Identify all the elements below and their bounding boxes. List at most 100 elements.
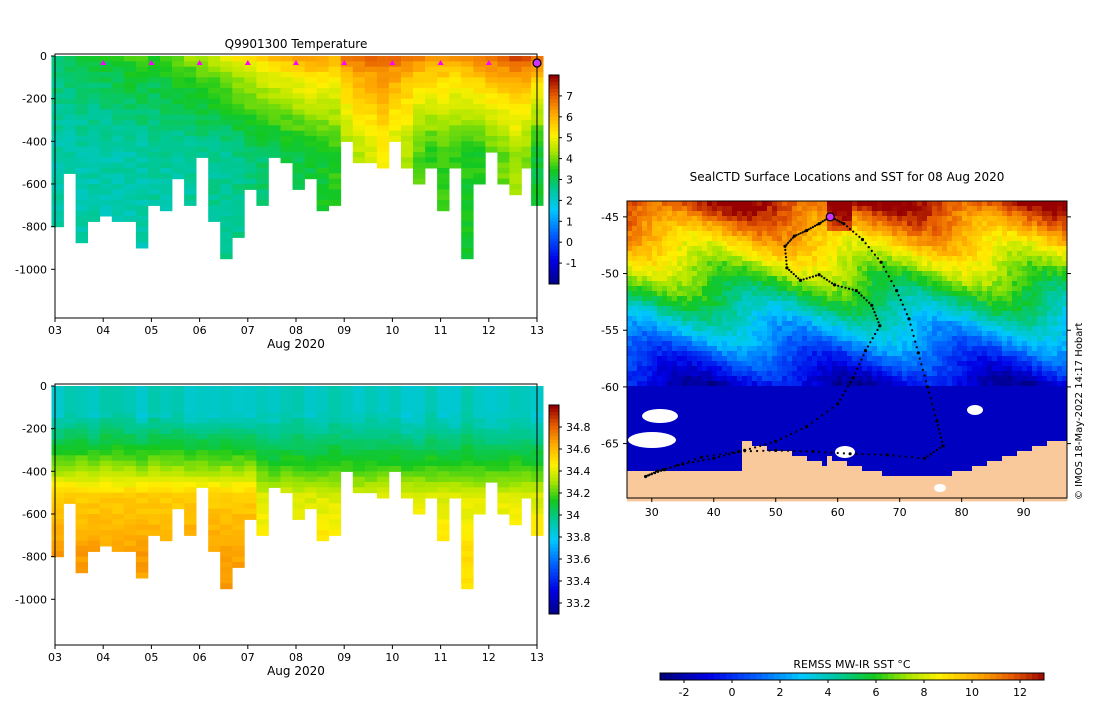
sal-cell (184, 450, 196, 456)
sst-cell (792, 486, 797, 491)
sst-cell (782, 281, 787, 286)
sst-cell (637, 411, 642, 416)
temp-cell (76, 131, 88, 137)
temp-cell (437, 141, 449, 147)
temp-cell (112, 67, 124, 73)
sal-cell (437, 514, 449, 520)
sst-cell (742, 211, 747, 216)
temp-cell (208, 211, 220, 217)
sst-cell (707, 256, 712, 261)
sal-cell (88, 402, 100, 408)
temp-cell (172, 136, 184, 142)
latest-profile-marker (533, 59, 541, 67)
sal-cell (160, 418, 172, 424)
sal-cell (100, 466, 112, 472)
temp-cell (208, 131, 220, 137)
sst-cell (677, 481, 682, 486)
sal-cell (437, 397, 449, 403)
temp-cell (220, 72, 232, 78)
sst-cell (767, 246, 772, 251)
temp-cell (401, 109, 413, 115)
sst-cell (752, 441, 757, 446)
temp-cell (437, 168, 449, 174)
sst-cell (762, 366, 767, 371)
temp-cell (401, 125, 413, 131)
temp-cell (473, 152, 485, 158)
sst-cell (787, 341, 792, 346)
sst-cell (692, 396, 697, 401)
sst-cell (777, 231, 782, 236)
sal-cell (244, 402, 256, 408)
sst-cell (667, 401, 672, 406)
sal-cell (160, 477, 172, 483)
sal-cell (244, 429, 256, 435)
sal-cell (461, 503, 473, 509)
temp-cell (401, 93, 413, 99)
sst-cell (737, 336, 742, 341)
sst-cell (827, 446, 832, 451)
temp-cell (88, 67, 100, 73)
sst-cell (707, 236, 712, 241)
sst-cell (842, 271, 847, 276)
sst-cell (737, 481, 742, 486)
sst-cell (777, 476, 782, 481)
sal-cell (305, 434, 317, 440)
sst-cell (637, 481, 642, 486)
temp-cell (317, 147, 329, 153)
sst-cell (647, 281, 652, 286)
sst-cell (837, 246, 842, 251)
temp-cell (172, 83, 184, 89)
temp-cell (244, 184, 256, 190)
sal-cell (353, 397, 365, 403)
colorbar-swatch (549, 555, 559, 559)
sst-cell (812, 471, 817, 476)
sst-cell (652, 291, 657, 296)
sst-cell (817, 361, 822, 366)
sst-cell (842, 206, 847, 211)
sal-cell (377, 386, 389, 392)
sal-cell (341, 413, 353, 419)
temp-cell (244, 157, 256, 163)
temp-cell (220, 216, 232, 222)
temp-cell (52, 195, 64, 201)
sst-cell (757, 286, 762, 291)
sst-cell (742, 366, 747, 371)
sal-cell (232, 461, 244, 467)
sst-cell (722, 361, 727, 366)
sst-cell (777, 246, 782, 251)
temp-cell (100, 152, 112, 158)
sst-cell (742, 326, 747, 331)
sst-cell (707, 471, 712, 476)
sal-cell (281, 407, 293, 413)
sst-cell (687, 391, 692, 396)
temp-cell (461, 104, 473, 110)
sal-cell (497, 434, 509, 440)
sst-cell (812, 486, 817, 491)
sal-cell (509, 461, 521, 467)
sal-cell (52, 434, 64, 440)
colorbar-swatch (549, 239, 559, 243)
sal-cell (64, 477, 76, 483)
temp-cell (329, 131, 341, 137)
sal-cell (100, 530, 112, 536)
sal-cell (353, 461, 365, 467)
sst-cell (637, 306, 642, 311)
sst-cell (717, 486, 722, 491)
sal-cell (124, 493, 136, 499)
sst-cell (677, 491, 682, 496)
sal-cell (497, 445, 509, 451)
y-tick-label: -1000 (15, 593, 47, 606)
sst-cell (722, 321, 727, 326)
sal-cell (509, 466, 521, 472)
sst-cell (797, 371, 802, 376)
temp-cell (124, 77, 136, 83)
sst-cell (772, 266, 777, 271)
temp-cell (244, 88, 256, 94)
sst-cell (782, 346, 787, 351)
sst-cell (717, 436, 722, 441)
temp-cell (52, 120, 64, 126)
temp-cell (497, 131, 509, 137)
sal-cell (413, 503, 425, 509)
sst-cell (677, 311, 682, 316)
sst-cell (687, 311, 692, 316)
